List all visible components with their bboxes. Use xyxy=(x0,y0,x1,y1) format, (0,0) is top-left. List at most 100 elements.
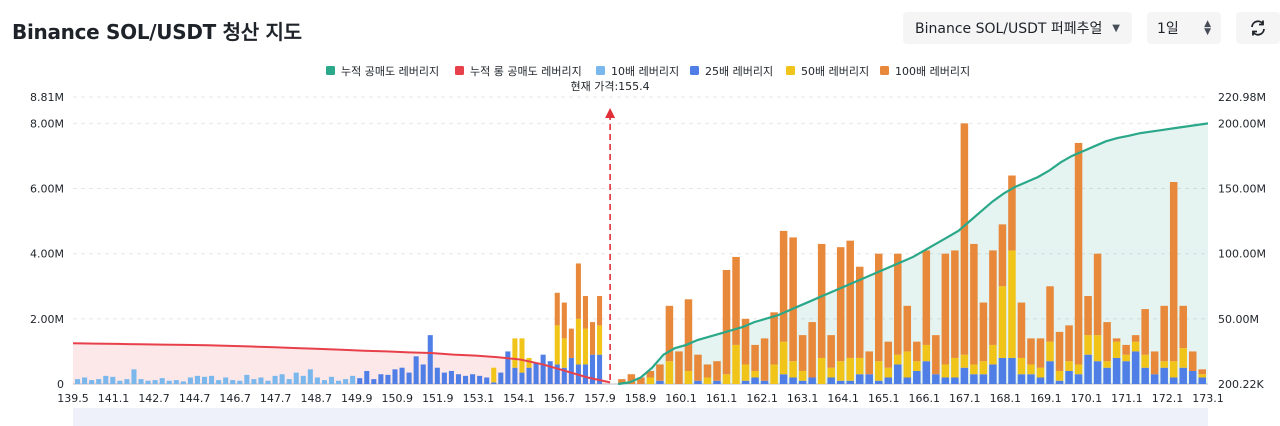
bar-10x xyxy=(216,380,222,384)
bar-100x xyxy=(1160,305,1168,362)
bar-100x xyxy=(913,341,921,362)
chevron-down-icon: ▼ xyxy=(1112,22,1120,34)
bar-100x xyxy=(1141,309,1149,355)
x-tick-label: 150.9 xyxy=(382,392,414,405)
bar-25x xyxy=(808,377,816,384)
current-price-label: 현재 가격:155.4 xyxy=(571,80,650,93)
bar-50x xyxy=(951,357,959,378)
bar-25x xyxy=(1093,361,1102,384)
bar-50x xyxy=(732,344,740,384)
bar-10x xyxy=(75,379,81,384)
bar-25x xyxy=(597,354,603,384)
bar-25x xyxy=(1065,370,1073,384)
bar-50x xyxy=(512,338,518,368)
bar-10x xyxy=(89,380,95,384)
bar-100x xyxy=(932,335,940,375)
bar-50x xyxy=(1169,361,1178,378)
bar-100x xyxy=(998,224,1007,287)
bar-25x xyxy=(427,335,433,384)
y-right-tick-label: 50.00M xyxy=(1218,313,1259,326)
bar-25x xyxy=(1074,374,1083,384)
bar-100x xyxy=(970,243,978,365)
bar-50x xyxy=(817,357,826,384)
bar-10x xyxy=(230,380,236,384)
bar-25x xyxy=(1036,377,1045,384)
bar-100x xyxy=(627,374,636,384)
bar-100x xyxy=(903,305,912,352)
market-select[interactable]: Binance SOL/USDT 퍼페추얼 ▼ xyxy=(903,12,1132,44)
refresh-button[interactable] xyxy=(1236,12,1280,44)
bar-100x xyxy=(922,250,931,345)
bar-25x xyxy=(1017,374,1026,384)
bar-50x xyxy=(491,367,497,383)
bar-50x xyxy=(582,328,588,365)
bar-100x xyxy=(694,354,702,381)
zoom-range-slider xyxy=(73,408,1208,426)
bar-100x xyxy=(665,305,674,362)
bar-25x xyxy=(922,361,931,384)
bar-25x xyxy=(484,377,490,384)
x-tick-label: 151.9 xyxy=(422,392,454,405)
bar-25x xyxy=(855,374,864,384)
bar-25x xyxy=(463,375,469,384)
bar-100x xyxy=(1055,331,1064,371)
bar-25x xyxy=(1179,367,1187,384)
up-down-arrows-icon: ▲ ▼ xyxy=(1204,19,1211,37)
x-tick-label: 156.7 xyxy=(544,392,576,405)
bar-25x xyxy=(960,367,969,384)
legend-swatch xyxy=(690,66,699,75)
bar-100x xyxy=(760,338,769,381)
y-left-tick-label: 2.00M xyxy=(30,313,64,326)
bar-25x xyxy=(998,357,1007,384)
bar-100x xyxy=(1103,322,1111,362)
bar-10x xyxy=(110,376,116,384)
bar-25x xyxy=(741,380,750,384)
bar-25x xyxy=(874,380,883,384)
x-tick-label: 147.7 xyxy=(260,392,292,405)
legend-swatch xyxy=(880,66,889,75)
bar-100x xyxy=(1027,338,1035,365)
bar-10x xyxy=(166,380,172,384)
legend-label: 누적 롱 공매도 레버리지 xyxy=(470,65,582,78)
legend-label: 100배 레버리지 xyxy=(895,65,970,78)
bar-100x xyxy=(1122,344,1130,355)
bar-25x xyxy=(932,374,940,384)
bar-100x xyxy=(1169,182,1178,362)
bar-25x xyxy=(512,367,518,384)
bar-50x xyxy=(770,364,778,384)
bar-50x xyxy=(1131,341,1140,352)
bar-100x xyxy=(1074,142,1083,365)
bar-100x xyxy=(941,253,950,365)
y-left-tick-label: 4.00M xyxy=(30,248,64,261)
legend-swatch xyxy=(786,66,795,75)
bar-25x xyxy=(846,380,854,384)
bar-50x xyxy=(1055,370,1064,381)
bar-25x xyxy=(519,372,525,384)
bar-25x xyxy=(420,364,426,384)
period-select[interactable]: 1일 ▲ ▼ xyxy=(1147,12,1221,44)
bar-100x xyxy=(1188,351,1197,371)
bar-25x xyxy=(865,374,873,384)
x-tick-label: 168.1 xyxy=(990,392,1022,405)
bar-25x xyxy=(1131,351,1140,384)
bar-50x xyxy=(665,361,674,384)
x-tick-label: 142.7 xyxy=(138,392,170,405)
bar-10x xyxy=(96,379,102,384)
bar-50x xyxy=(960,354,969,368)
bar-100x xyxy=(855,266,864,358)
bar-100x xyxy=(722,269,731,375)
legend-label: 50배 레버리지 xyxy=(801,65,869,78)
bar-25x xyxy=(1198,377,1206,384)
bar-25x xyxy=(561,367,567,384)
bar-10x xyxy=(343,379,349,384)
bar-50x xyxy=(827,367,835,378)
bar-100x xyxy=(575,263,581,319)
x-tick-label: 169.1 xyxy=(1030,392,1062,405)
current-price-arrow xyxy=(605,108,616,118)
bar-10x xyxy=(286,379,292,384)
bar-10x xyxy=(272,375,278,384)
bar-100x xyxy=(597,296,603,326)
bar-10x xyxy=(336,380,342,384)
bar-10x xyxy=(251,379,257,384)
bar-25x xyxy=(392,369,398,384)
